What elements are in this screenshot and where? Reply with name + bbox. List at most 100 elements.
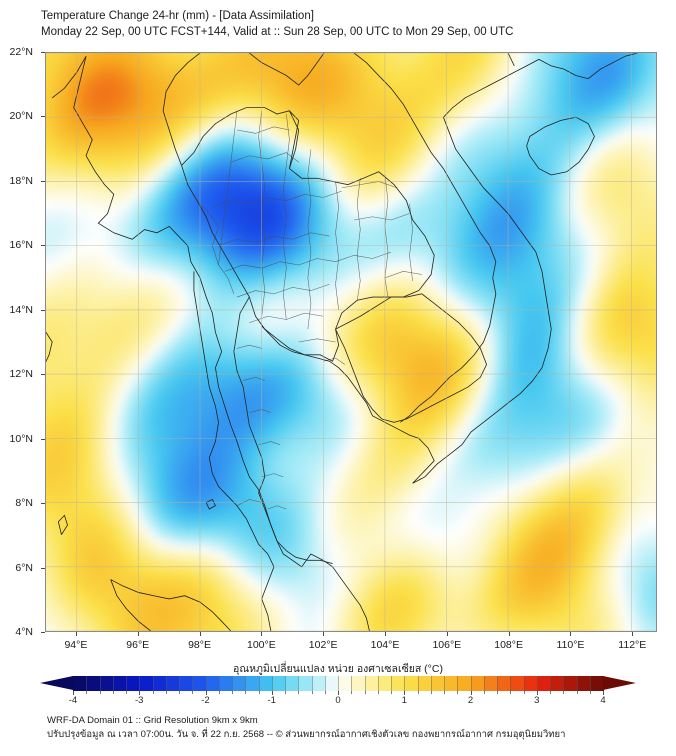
colorbar-major-tick: [603, 691, 604, 695]
colorbar-major-tick: [338, 691, 339, 695]
colorbar-segment-divider: [470, 676, 472, 691]
colorbar-tick-label: 1: [401, 695, 407, 706]
colorbar-segment-divider: [192, 676, 194, 691]
colorbar-segment-divider: [126, 676, 127, 691]
longitude-tick-mark: [261, 632, 263, 636]
longitude-axis: 94°E 96°E 98°E 100°E 102°E 104°E 106°E 108°E 110…: [0, 636, 676, 654]
colorbar-tick-label: 3: [534, 695, 540, 706]
colorbar-segment: [139, 676, 154, 691]
colorbar-minor-tick: [589, 691, 591, 694]
longitude-tick-mark: [508, 632, 510, 636]
colorbar-segment: [430, 676, 445, 691]
latitude-tick-mark: [41, 52, 45, 53]
colorbar-segment-divider: [271, 676, 273, 691]
latitude-tick-mark: [41, 503, 45, 505]
colorbar-segment-divider: [112, 676, 114, 691]
colorbar-segment: [417, 676, 432, 691]
colorbar-minor-tick: [324, 691, 326, 694]
colorbar-segment-divider: [444, 676, 445, 691]
chart-title-block: Temperature Change 24-hr (mm) - [Data As…: [41, 8, 661, 40]
colorbar-segment: [404, 676, 419, 691]
latitude-tick-mark: [41, 180, 45, 182]
colorbar-segment-divider: [417, 676, 419, 691]
colorbar-segment: [523, 676, 538, 691]
colorbar-minor-tick: [285, 691, 286, 694]
colorbar-minor-tick: [126, 691, 127, 694]
longitude-tick-mark: [137, 632, 139, 636]
colorbar-minor-tick: [430, 691, 432, 694]
colorbar-major-tick: [404, 691, 406, 695]
longitude-tick-mark: [75, 632, 77, 636]
colorbar-tick-label: 4: [600, 695, 606, 706]
colorbar-segment: [165, 676, 180, 691]
colorbar-major-tick: [470, 691, 472, 695]
colorbar-tick-label: -1: [267, 695, 276, 706]
colorbar-tick-label: -4: [68, 695, 78, 706]
colorbar-segment: [192, 676, 207, 691]
colorbar-segment: [112, 676, 127, 691]
colorbar-segment: [576, 676, 591, 691]
latitude-tick-mark: [41, 309, 45, 311]
colorbar-segment: [258, 676, 273, 691]
colorbar-segment: [324, 676, 339, 691]
colorbar-title: อุณหภูมิเปลี่ยนแปลง หน่วย องศาเซลเซียส (…: [233, 663, 443, 675]
colorbar-segment: [351, 676, 366, 691]
colorbar-segment: [338, 676, 352, 691]
longitude-tick-label: 100°E: [246, 639, 276, 651]
latitude-tick-mark: [41, 438, 45, 440]
colorbar-segment-divider: [179, 676, 180, 691]
chart-subtitle: Monday 22 Sep, 00 UTC FCST+144, Valid at…: [41, 26, 514, 38]
colorbar: อุณหภูมิเปลี่ยนแปลง หน่วย องศาเซลเซียส (…: [0, 660, 676, 706]
colorbar-minor-tick: [497, 691, 498, 694]
colorbar-segment-divider: [563, 676, 565, 691]
colorbar-major-tick: [73, 691, 74, 695]
colorbar-segment-divider: [152, 676, 154, 691]
longitude-tick-label: 96°E: [126, 639, 150, 651]
colorbar-segments: [73, 676, 604, 691]
colorbar-segment: [550, 676, 564, 691]
colorbar-minor-tick: [86, 691, 88, 694]
colorbar-segment-divider: [536, 676, 538, 691]
colorbar-minor-tick: [563, 691, 565, 694]
colorbar-segment: [483, 676, 498, 691]
colorbar-segment: [589, 676, 604, 691]
colorbar-minor-tick: [192, 691, 194, 694]
colorbar-minor-tick: [510, 691, 512, 694]
colorbar-segment: [245, 676, 260, 691]
latitude-tick-label: 10°N: [9, 432, 33, 445]
latitude-tick-label: 20°N: [9, 110, 33, 123]
longitude-tick-label: 94°E: [64, 639, 88, 651]
colorbar-segment-divider: [245, 676, 247, 691]
colorbar-minor-tick: [179, 691, 180, 694]
latitude-tick-mark: [41, 567, 45, 569]
colorbar-segment: [364, 676, 379, 691]
colorbar-segment: [271, 676, 286, 691]
colorbar-segment: [563, 676, 578, 691]
colorbar-segment: [86, 676, 101, 691]
colorbar-segment-divider: [232, 676, 233, 691]
longitude-tick-mark: [446, 632, 448, 636]
colorbar-minor-tick: [444, 691, 445, 694]
latitude-tick-label: 14°N: [9, 303, 33, 316]
colorbar-major-tick: [536, 691, 538, 695]
latitude-tick-label: 4°N: [15, 626, 33, 638]
colorbar-segment: [179, 676, 193, 691]
colorbar-minor-tick: [258, 691, 260, 694]
longitude-tick-mark: [632, 632, 634, 636]
colorbar-segment-divider: [589, 676, 591, 691]
latitude-tick-label: 22°N: [9, 46, 33, 58]
latitude-axis: 22°N 20°N 18°N 16°N 14°N 12°N 10°N 8°N 6°N 4°N: [0, 0, 41, 756]
longitude-tick-mark: [199, 632, 201, 636]
colorbar-minor-tick: [457, 691, 459, 694]
colorbar-tick-label: -3: [135, 695, 144, 706]
temperature-anomaly-field: [46, 53, 656, 631]
colorbar-segment-divider: [324, 676, 326, 691]
colorbar-minor-tick: [417, 691, 419, 694]
colorbar-segment-divider: [139, 676, 141, 691]
latitude-tick-label: 18°N: [9, 174, 33, 187]
colorbar-segment: [218, 676, 233, 691]
colorbar-minor-tick: [377, 691, 379, 694]
colorbar-segment-divider: [298, 676, 300, 691]
colorbar-segment-divider: [404, 676, 406, 691]
colorbar-segment: [126, 676, 140, 691]
